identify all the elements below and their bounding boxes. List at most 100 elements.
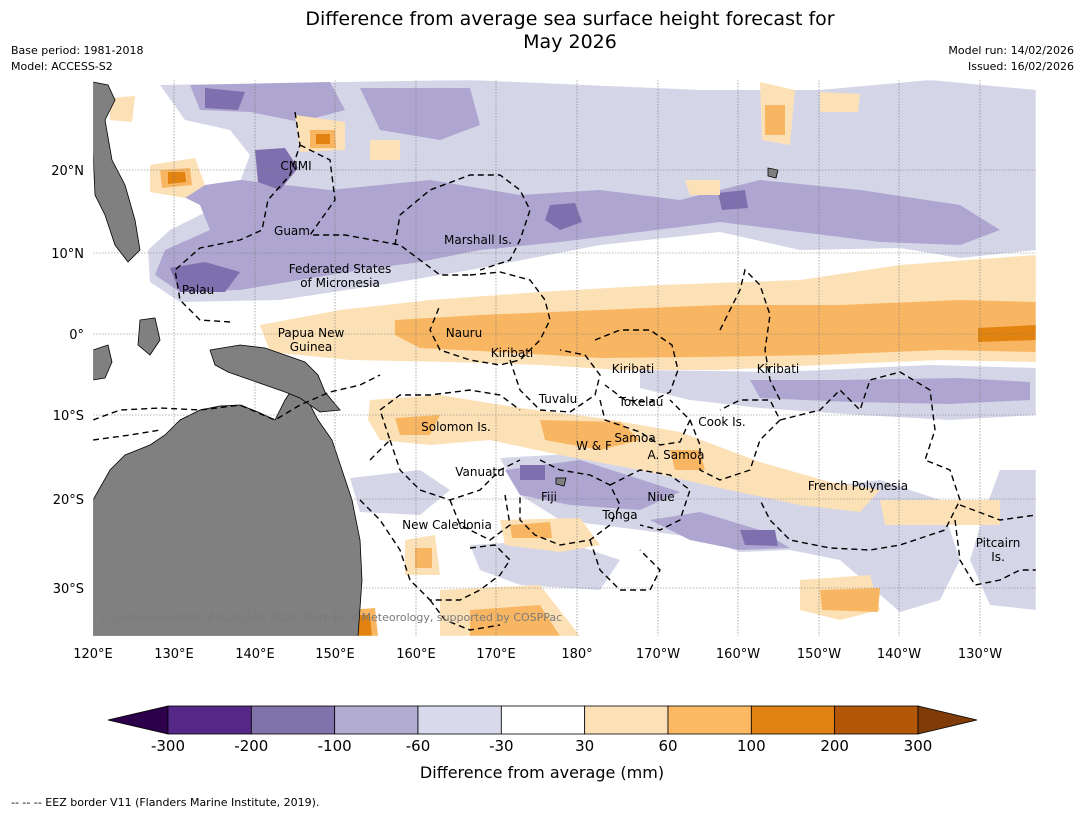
place-label: New Caledonia — [402, 518, 492, 532]
philippines-landmass — [93, 81, 141, 263]
base-period: Base period: 1981-2018 — [11, 44, 144, 57]
place-label-line: Kiribati — [757, 362, 799, 376]
place-label: Tonga — [601, 508, 637, 522]
eez-footnote: -- -- -- EEZ border V11 (Flanders Marine… — [11, 796, 320, 809]
place-label: Kiribati — [757, 362, 799, 376]
place-label-line: Kiribati — [612, 362, 654, 376]
colorbar-extend-high — [917, 705, 978, 735]
sea-level-anomaly-field — [110, 80, 1036, 636]
title-line-1: Difference from average sea surface heig… — [305, 8, 835, 30]
place-label-line: Is. — [991, 550, 1005, 564]
colorbar-tick-label: 30 — [575, 737, 594, 755]
place-label-line: Niue — [647, 490, 674, 504]
place-label-line: Samoa — [614, 431, 655, 445]
place-label-line: Tuvalu — [538, 392, 578, 406]
colorbar-bin — [750, 705, 836, 735]
longitude-tick-label: 150°E — [315, 647, 355, 662]
place-label: Guam — [274, 224, 310, 238]
place-label-line: Vanuatu — [455, 465, 505, 479]
place-label-line: Cook Is. — [698, 415, 745, 429]
colorbar: -300 -200 -100 -60 -30 30 60 100 200 300 — [107, 705, 978, 755]
colorbar-label: Difference from average (mm) — [420, 763, 664, 782]
map-frame — [92, 79, 1037, 637]
anomaly-neg-dark — [170, 88, 778, 546]
anomaly-neg-mid — [155, 82, 1030, 550]
latitude-ticks: 20°N 10°N 0° 10°S 20°S 30°S — [51, 164, 84, 597]
place-label-line: Guam — [274, 224, 310, 238]
meta-left: Base period: 1981-2018 Model: ACCESS-S2 — [11, 43, 143, 75]
place-label: Marshall Is. — [444, 233, 512, 247]
colorbar-tick-label: 300 — [904, 737, 933, 755]
longitude-tick-label: 160°E — [396, 647, 436, 662]
colorbar-bin — [500, 705, 586, 735]
colorbar-bin — [334, 705, 419, 735]
model-run: Model run: 14/02/2026 — [948, 44, 1074, 57]
latitude-tick-label: 30°S — [53, 582, 84, 597]
place-label: Kiribati — [612, 362, 654, 376]
place-label: W & F — [576, 439, 612, 453]
place-label-line: W & F — [576, 439, 612, 453]
place-label-line: Palau — [182, 283, 214, 297]
place-label-line: Federated States — [289, 262, 391, 276]
sulawesi-landmass — [137, 317, 161, 356]
longitude-tick-label: 160°W — [716, 647, 760, 662]
anomaly-pos-dark — [168, 134, 1036, 636]
colorbar-bin — [667, 705, 752, 735]
place-label-line: Guinea — [290, 340, 333, 354]
longitude-tick-label: 140°E — [235, 647, 275, 662]
place-label: Nauru — [446, 326, 482, 340]
place-label-line: Kiribati — [491, 346, 533, 360]
place-label: A. Samoa — [648, 448, 705, 462]
land-masses — [93, 81, 779, 636]
colorbar-bin — [417, 705, 502, 735]
place-label-line: New Caledonia — [402, 518, 492, 532]
longitude-ticks: 120°E 130°E 140°E 150°E 160°E 170°E 180° 170°W 1… — [73, 647, 1002, 662]
title-line-2: May 2026 — [523, 31, 617, 53]
latitude-tick-label: 0° — [69, 328, 84, 343]
colorbar-tick-label: 60 — [658, 737, 677, 755]
colorbar-tick-label: 100 — [737, 737, 766, 755]
australia-landmass — [93, 384, 363, 636]
new-guinea-landmass — [209, 344, 341, 413]
latitude-tick-label: 10°S — [53, 409, 84, 424]
longitude-tick-label: 170°E — [476, 647, 516, 662]
place-label: Federated States of Micronesia — [289, 262, 391, 290]
place-label-line: Papua New — [278, 326, 345, 340]
colorbar-tick-label: -300 — [151, 737, 185, 755]
longitude-tick-label: 120°E — [73, 647, 113, 662]
colorbar-tick-label: -60 — [406, 737, 431, 755]
chart-title: Difference from average sea surface heig… — [0, 8, 1085, 54]
place-labels: CNMI Guam Marshall Is. Federated States of M… — [182, 159, 1020, 564]
place-label-line: Marshall Is. — [444, 233, 512, 247]
place-label-line: Fiji — [541, 490, 557, 504]
place-label: Samoa — [614, 431, 655, 445]
longitude-tick-label: 150°W — [797, 647, 841, 662]
place-label-line: Nauru — [446, 326, 482, 340]
colorbar-bin — [584, 705, 669, 735]
place-label-line: CNMI — [280, 159, 311, 173]
place-label: Pitcairn Is. — [976, 536, 1021, 564]
place-label: Niue — [647, 490, 674, 504]
place-label: Cook Is. — [698, 415, 745, 429]
place-label-line: Tonga — [601, 508, 637, 522]
map-area: CNMI Guam Marshall Is. Federated States of M… — [93, 80, 1036, 636]
longitude-tick-label: 130°E — [154, 647, 194, 662]
place-label-line: A. Samoa — [648, 448, 705, 462]
latitude-tick-label: 20°N — [51, 164, 84, 179]
place-label: French Polynesia — [808, 479, 908, 493]
colorbar-tick-label: -200 — [234, 737, 268, 755]
model-name: Model: ACCESS-S2 — [11, 60, 113, 73]
place-label: CNMI — [280, 159, 311, 173]
issued-date: Issued: 16/02/2026 — [967, 60, 1074, 73]
place-label-line: French Polynesia — [808, 479, 908, 493]
place-label-line: Solomon Is. — [421, 420, 491, 434]
place-label: Vanuatu — [455, 465, 505, 479]
place-label: Papua New Guinea — [278, 326, 345, 354]
place-label: Fiji — [541, 490, 557, 504]
longitude-tick-label: 180° — [561, 647, 592, 662]
latitude-tick-label: 20°S — [53, 493, 84, 508]
place-label-line: of Micronesia — [300, 276, 380, 290]
borneo-landmass — [93, 344, 113, 381]
colorbar-tick-label: 200 — [820, 737, 849, 755]
place-label: Tuvalu — [538, 392, 578, 406]
